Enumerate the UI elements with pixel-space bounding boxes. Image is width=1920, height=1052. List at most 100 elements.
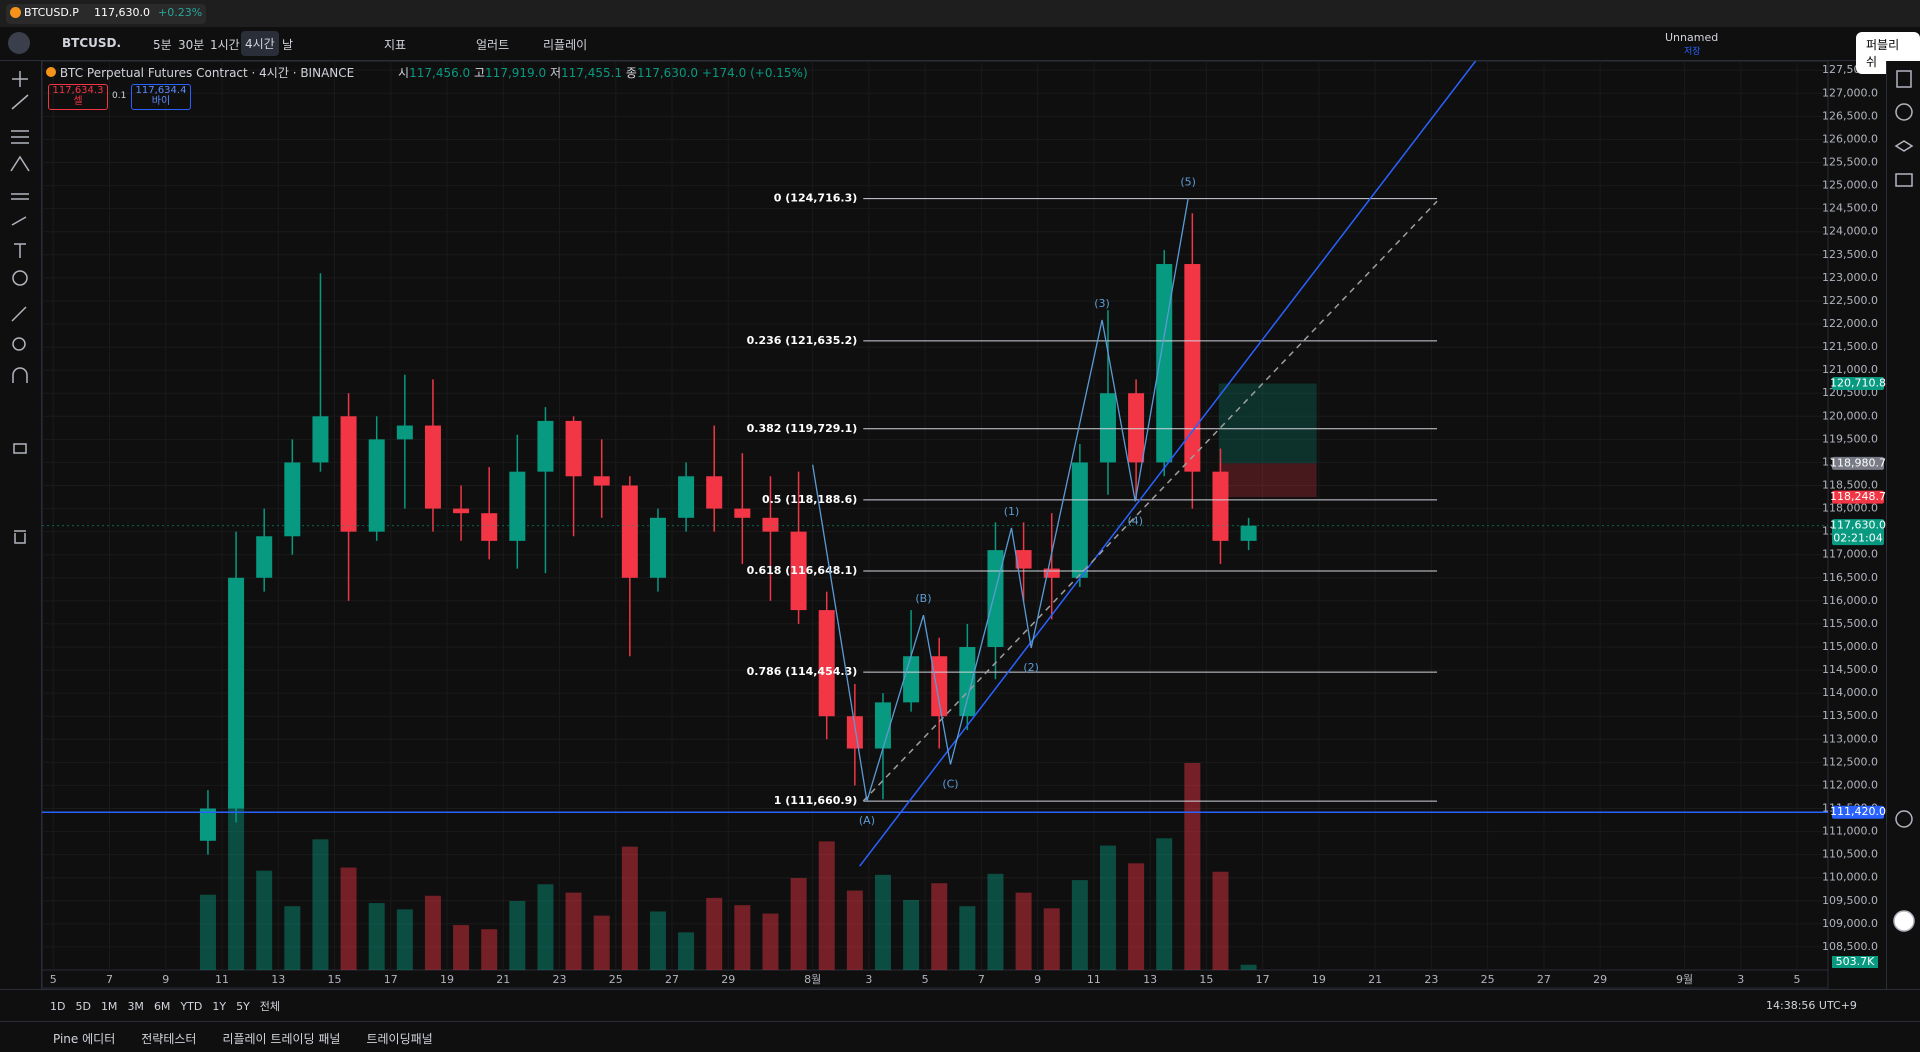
interval[interactable]: 날 [282, 38, 294, 52]
buy-label: 바이 [151, 96, 171, 107]
magnet-tool[interactable] [12, 367, 28, 383]
sidebar-icons [1893, 70, 1915, 932]
buy-button[interactable]: 117,634.4 바이 [131, 84, 191, 110]
y-tick-label: 109,000.0 [1822, 917, 1878, 930]
panel-tab[interactable]: 전략테스터 [141, 1032, 197, 1046]
y-tick-label: 110,000.0 [1822, 871, 1878, 884]
panel-tab[interactable]: Pine 에디터 [53, 1032, 116, 1046]
range-button[interactable]: 6M [153, 1000, 171, 1013]
range-button[interactable]: 5D [75, 1000, 91, 1013]
range-button[interactable]: 1M [100, 1000, 118, 1013]
symbol-search[interactable]: BTCUSD. [62, 36, 122, 50]
save-state: 저장 [1684, 47, 1701, 57]
candle-body [368, 439, 385, 532]
bottom-toolbar: 1D 5D 1M 3M 6M YTD 1Y 5Y 전체 14:38:56 UTC+9 [0, 989, 1920, 1021]
y-tick-label: 125,500.0 [1822, 156, 1878, 169]
layers-icon[interactable] [1894, 140, 1914, 152]
crosshair-tool[interactable] [12, 71, 28, 87]
sell-price: 117,634.3 [52, 85, 104, 96]
candle-body [649, 517, 666, 578]
y-tick-label: 119,500.0 [1822, 432, 1878, 445]
volume-bar [1099, 845, 1116, 970]
price-tag [1832, 519, 1884, 546]
fib-label: 0 (124,716.3) [774, 192, 857, 205]
chart-frame [41, 60, 1829, 989]
y-tick-label: 115,500.0 [1822, 617, 1878, 630]
layout-name[interactable]: Unnamed [1665, 31, 1719, 44]
watchlist-icon[interactable] [1896, 70, 1912, 88]
zoom-tool[interactable] [12, 337, 26, 351]
candle-body [762, 517, 779, 532]
avatar[interactable] [8, 32, 30, 54]
replay-button[interactable]: 리플레이 [543, 38, 588, 52]
open-label: 시 [398, 66, 410, 80]
candle-body [846, 716, 863, 749]
volume-bar [1212, 871, 1229, 970]
candle-body [931, 656, 948, 717]
panel-tab[interactable]: 트레이딩패널 [366, 1032, 433, 1046]
range-button[interactable]: 1Y [212, 1000, 227, 1013]
chat-icon[interactable] [1895, 173, 1913, 187]
interval[interactable]: 30분 [178, 38, 205, 52]
range-button[interactable]: 1D [50, 1000, 66, 1013]
range-button[interactable]: 3M [127, 1000, 144, 1013]
y-tick-label: 123,500.0 [1822, 248, 1878, 261]
wave-label: (A) [859, 814, 875, 827]
symbol-tab[interactable] [6, 4, 206, 24]
x-tick-label: 5 [1794, 973, 1801, 986]
x-tick-label: 23 [1424, 973, 1438, 986]
price-tag [1832, 376, 1884, 390]
candle-body [453, 508, 470, 514]
candle-body [509, 471, 526, 541]
text-tool[interactable] [14, 243, 26, 258]
y-tick-label: 110,500.0 [1822, 848, 1878, 861]
x-tick-label: 3 [865, 973, 872, 986]
volume-bar [1043, 908, 1060, 970]
volume-tag-label: 503.7K [1836, 955, 1875, 968]
publish-button[interactable]: 퍼블리쉬 [1856, 32, 1920, 74]
fib-tool[interactable] [11, 130, 29, 144]
y-tick-label: 122,000.0 [1822, 317, 1878, 330]
x-tick-label: 19 [1312, 973, 1326, 986]
lock-tool[interactable] [13, 443, 27, 454]
sell-button[interactable]: 117,634.3 셀 [48, 84, 108, 110]
indicators-button[interactable]: 지표 [384, 38, 407, 52]
wave-label: (2) [1023, 661, 1039, 674]
range-button[interactable]: 전체 [259, 1000, 281, 1013]
close-value: 117,630.0 [636, 66, 699, 80]
candle-body [706, 476, 723, 509]
measure-tool[interactable] [11, 306, 27, 322]
price-tag-label: 118,980.7 [1830, 456, 1886, 469]
y-tick-label: 108,500.0 [1822, 940, 1878, 953]
delete-tool[interactable] [14, 530, 26, 544]
interval-active[interactable]: 4시간 [241, 31, 279, 56]
x-tick-label: 7 [978, 973, 985, 986]
emoji-tool[interactable] [12, 270, 28, 286]
panel-tab-list: Pine 에디터 전략테스터 리플레이 트레이딩 패널 트레이딩패널 [53, 1030, 459, 1047]
volume-bar [593, 915, 610, 970]
volume-bar [818, 841, 835, 970]
panel-tab[interactable]: 리플레이 트레이딩 패널 [222, 1032, 341, 1046]
brush-tool[interactable] [11, 216, 27, 226]
target-icon[interactable] [1895, 810, 1913, 828]
trendline-tool[interactable] [11, 94, 29, 110]
clock: 14:38:56 UTC+9 [1766, 999, 1857, 1012]
forecast-tool[interactable] [11, 193, 29, 200]
y-tick-label: 112,500.0 [1822, 755, 1878, 768]
candle-body [537, 420, 554, 472]
price-tag-label: 118,248.7 [1830, 490, 1886, 503]
pattern-tool[interactable] [10, 155, 30, 172]
price-tag-label: 111,420.0 [1830, 805, 1886, 818]
apps-icon[interactable] [1893, 910, 1915, 932]
x-tick-label: 5 [50, 973, 57, 986]
alerts-icon[interactable] [1895, 103, 1913, 121]
interval[interactable]: 5분 [153, 38, 172, 52]
interval[interactable]: 1시간 [210, 38, 240, 52]
candle-body [1240, 525, 1257, 541]
candle-body [481, 513, 498, 541]
alert-button[interactable]: 얼러트 [476, 38, 510, 52]
range-button[interactable]: YTD [180, 1000, 203, 1013]
range-button[interactable]: 5Y [236, 1000, 250, 1013]
